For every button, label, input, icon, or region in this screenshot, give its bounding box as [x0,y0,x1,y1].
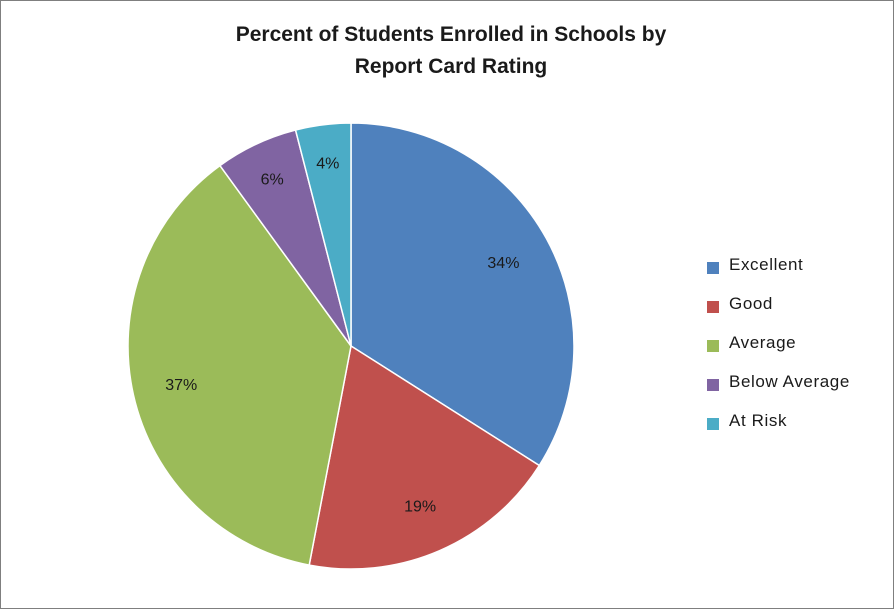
data-label-good: 19% [404,499,436,516]
legend-label-at-risk: At Risk [729,411,788,430]
data-label-at-risk: 4% [316,155,339,172]
legend-label-below-average: Below Average [729,372,850,391]
legend-swatch-below-average [707,379,719,391]
data-label-below-average: 6% [261,172,284,189]
chart-title-line-2: Report Card Rating [354,55,548,78]
chart-title-line-1: Percent of Students Enrolled in Schools … [235,23,667,46]
pie-slice-at-risk [294,122,352,347]
data-label-excellent: 34% [487,255,519,272]
legend-label-average: Average [729,333,797,352]
legend-swatch-at-risk [707,418,719,430]
pie-slice-average [127,164,352,566]
data-label-average: 37% [165,377,197,394]
chart-title: Percent of Students Enrolled in Schools … [151,19,751,83]
legend-swatch-average [707,340,719,352]
pie-slice-excellent [350,122,575,467]
legend-label-excellent: Excellent [729,255,804,274]
pie-slice-good [308,344,541,570]
legend-swatch-excellent [707,262,719,274]
legend-swatch-good [707,301,719,313]
legend-label-good: Good [729,294,773,313]
